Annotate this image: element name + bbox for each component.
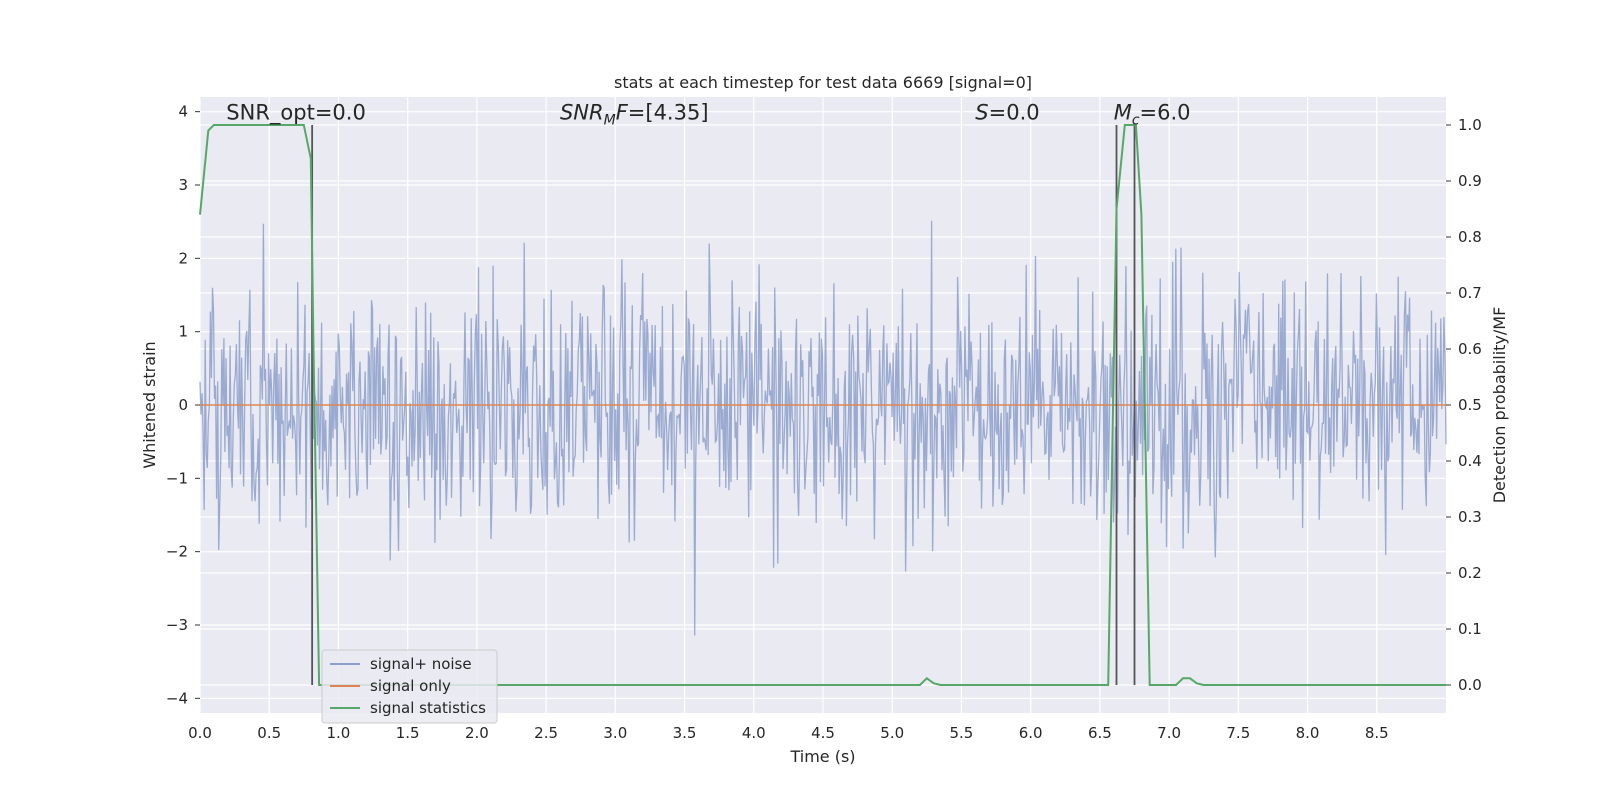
x-tick-label: 7.5 xyxy=(1226,724,1250,742)
x-tick-label: 1.5 xyxy=(396,724,420,742)
y-tick-label-right: 1.0 xyxy=(1458,116,1482,134)
legend: signal+ noise signal only signal statist… xyxy=(321,649,498,724)
series-signal-statistics xyxy=(199,124,1446,686)
y-tick-label-left: −4 xyxy=(166,689,188,707)
y-tick-label-left: 0 xyxy=(178,396,188,414)
y-tick-label-left: 1 xyxy=(178,323,188,341)
y-tick-label-right: 0.4 xyxy=(1458,452,1482,470)
y-tick-label-right: 0.7 xyxy=(1458,284,1482,302)
x-tick-label: 8.0 xyxy=(1296,724,1320,742)
x-axis-ticks: 0.0 0.5 1.0 1.5 2.0 2.5 3.0 3.5 4.0 4.5 5.0 5.5 6.0 6… xyxy=(188,724,1389,742)
y-tick-label-left: 3 xyxy=(178,176,188,194)
y-tick-label-right: 0.2 xyxy=(1458,564,1482,582)
x-tick-label: 4.0 xyxy=(742,724,766,742)
x-tick-label: 3.5 xyxy=(673,724,697,742)
annotation-s: S=0.0 xyxy=(975,101,1039,125)
line-signal-statistics xyxy=(199,124,1446,686)
legend-label-signal-noise: signal+ noise xyxy=(370,655,472,673)
y-axis-left-ticks: 4 3 2 1 0 −1 −2 −3 −4 xyxy=(166,103,200,707)
x-tick-label: 8.5 xyxy=(1365,724,1389,742)
y-tick-label-right: 0.5 xyxy=(1458,396,1482,414)
x-tick-label: 6.5 xyxy=(1088,724,1112,742)
y-tick-label-left: −2 xyxy=(166,543,188,561)
x-tick-label: 3.0 xyxy=(603,724,627,742)
annotation-snr-opt: SNR_opt=0.0 xyxy=(226,101,366,126)
y-tick-label-right: 0.9 xyxy=(1458,172,1482,190)
y-axis-right-ticks: 1.0 0.9 0.8 0.7 0.6 0.5 0.4 0.3 0.2 0.1 0.0 xyxy=(1446,116,1482,694)
x-tick-label: 6.0 xyxy=(1019,724,1043,742)
y-axis-right-label: Detection probability/MF xyxy=(1490,307,1509,504)
y-tick-label-right: 0.6 xyxy=(1458,340,1482,358)
annotation-snr-mf: SNRMF=[4.35] xyxy=(560,101,709,129)
y-axis-label: Whitened strain xyxy=(140,341,159,468)
legend-label-signal-statistics: signal statistics xyxy=(370,699,486,717)
line-signal-noise xyxy=(199,220,1447,636)
x-axis-label: Time (s) xyxy=(789,747,855,766)
y-tick-label-left: −1 xyxy=(166,469,188,487)
y-tick-label-right: 0.8 xyxy=(1458,228,1482,246)
x-tick-label: 2.5 xyxy=(534,724,558,742)
chart-title: stats at each timestep for test data 666… xyxy=(614,73,1032,92)
y-tick-label-left: 4 xyxy=(178,103,188,121)
x-tick-label: 1.0 xyxy=(327,724,351,742)
y-tick-label-right: 0.1 xyxy=(1458,620,1482,638)
y-tick-label-right: 0.0 xyxy=(1458,676,1482,694)
legend-label-signal-only: signal only xyxy=(370,677,451,695)
x-tick-label: 5.5 xyxy=(950,724,974,742)
legend-box xyxy=(321,649,498,724)
x-tick-label: 2.0 xyxy=(465,724,489,742)
x-tick-label: 0.5 xyxy=(257,724,281,742)
x-tick-label: 7.0 xyxy=(1157,724,1181,742)
series-signal-noise xyxy=(199,220,1447,636)
y-tick-label-left: −3 xyxy=(166,616,188,634)
y-tick-label-left: 2 xyxy=(178,249,188,267)
x-tick-label: 5.0 xyxy=(880,724,904,742)
annotation-mc: Mc=6.0 xyxy=(1114,101,1191,129)
annotations: SNR_opt=0.0 SNRMF=[4.35] S=0.0 Mc=6.0 xyxy=(226,101,1190,129)
x-tick-label: 4.5 xyxy=(811,724,835,742)
y-tick-label-right: 0.3 xyxy=(1458,508,1482,526)
x-tick-label: 0.0 xyxy=(188,724,212,742)
